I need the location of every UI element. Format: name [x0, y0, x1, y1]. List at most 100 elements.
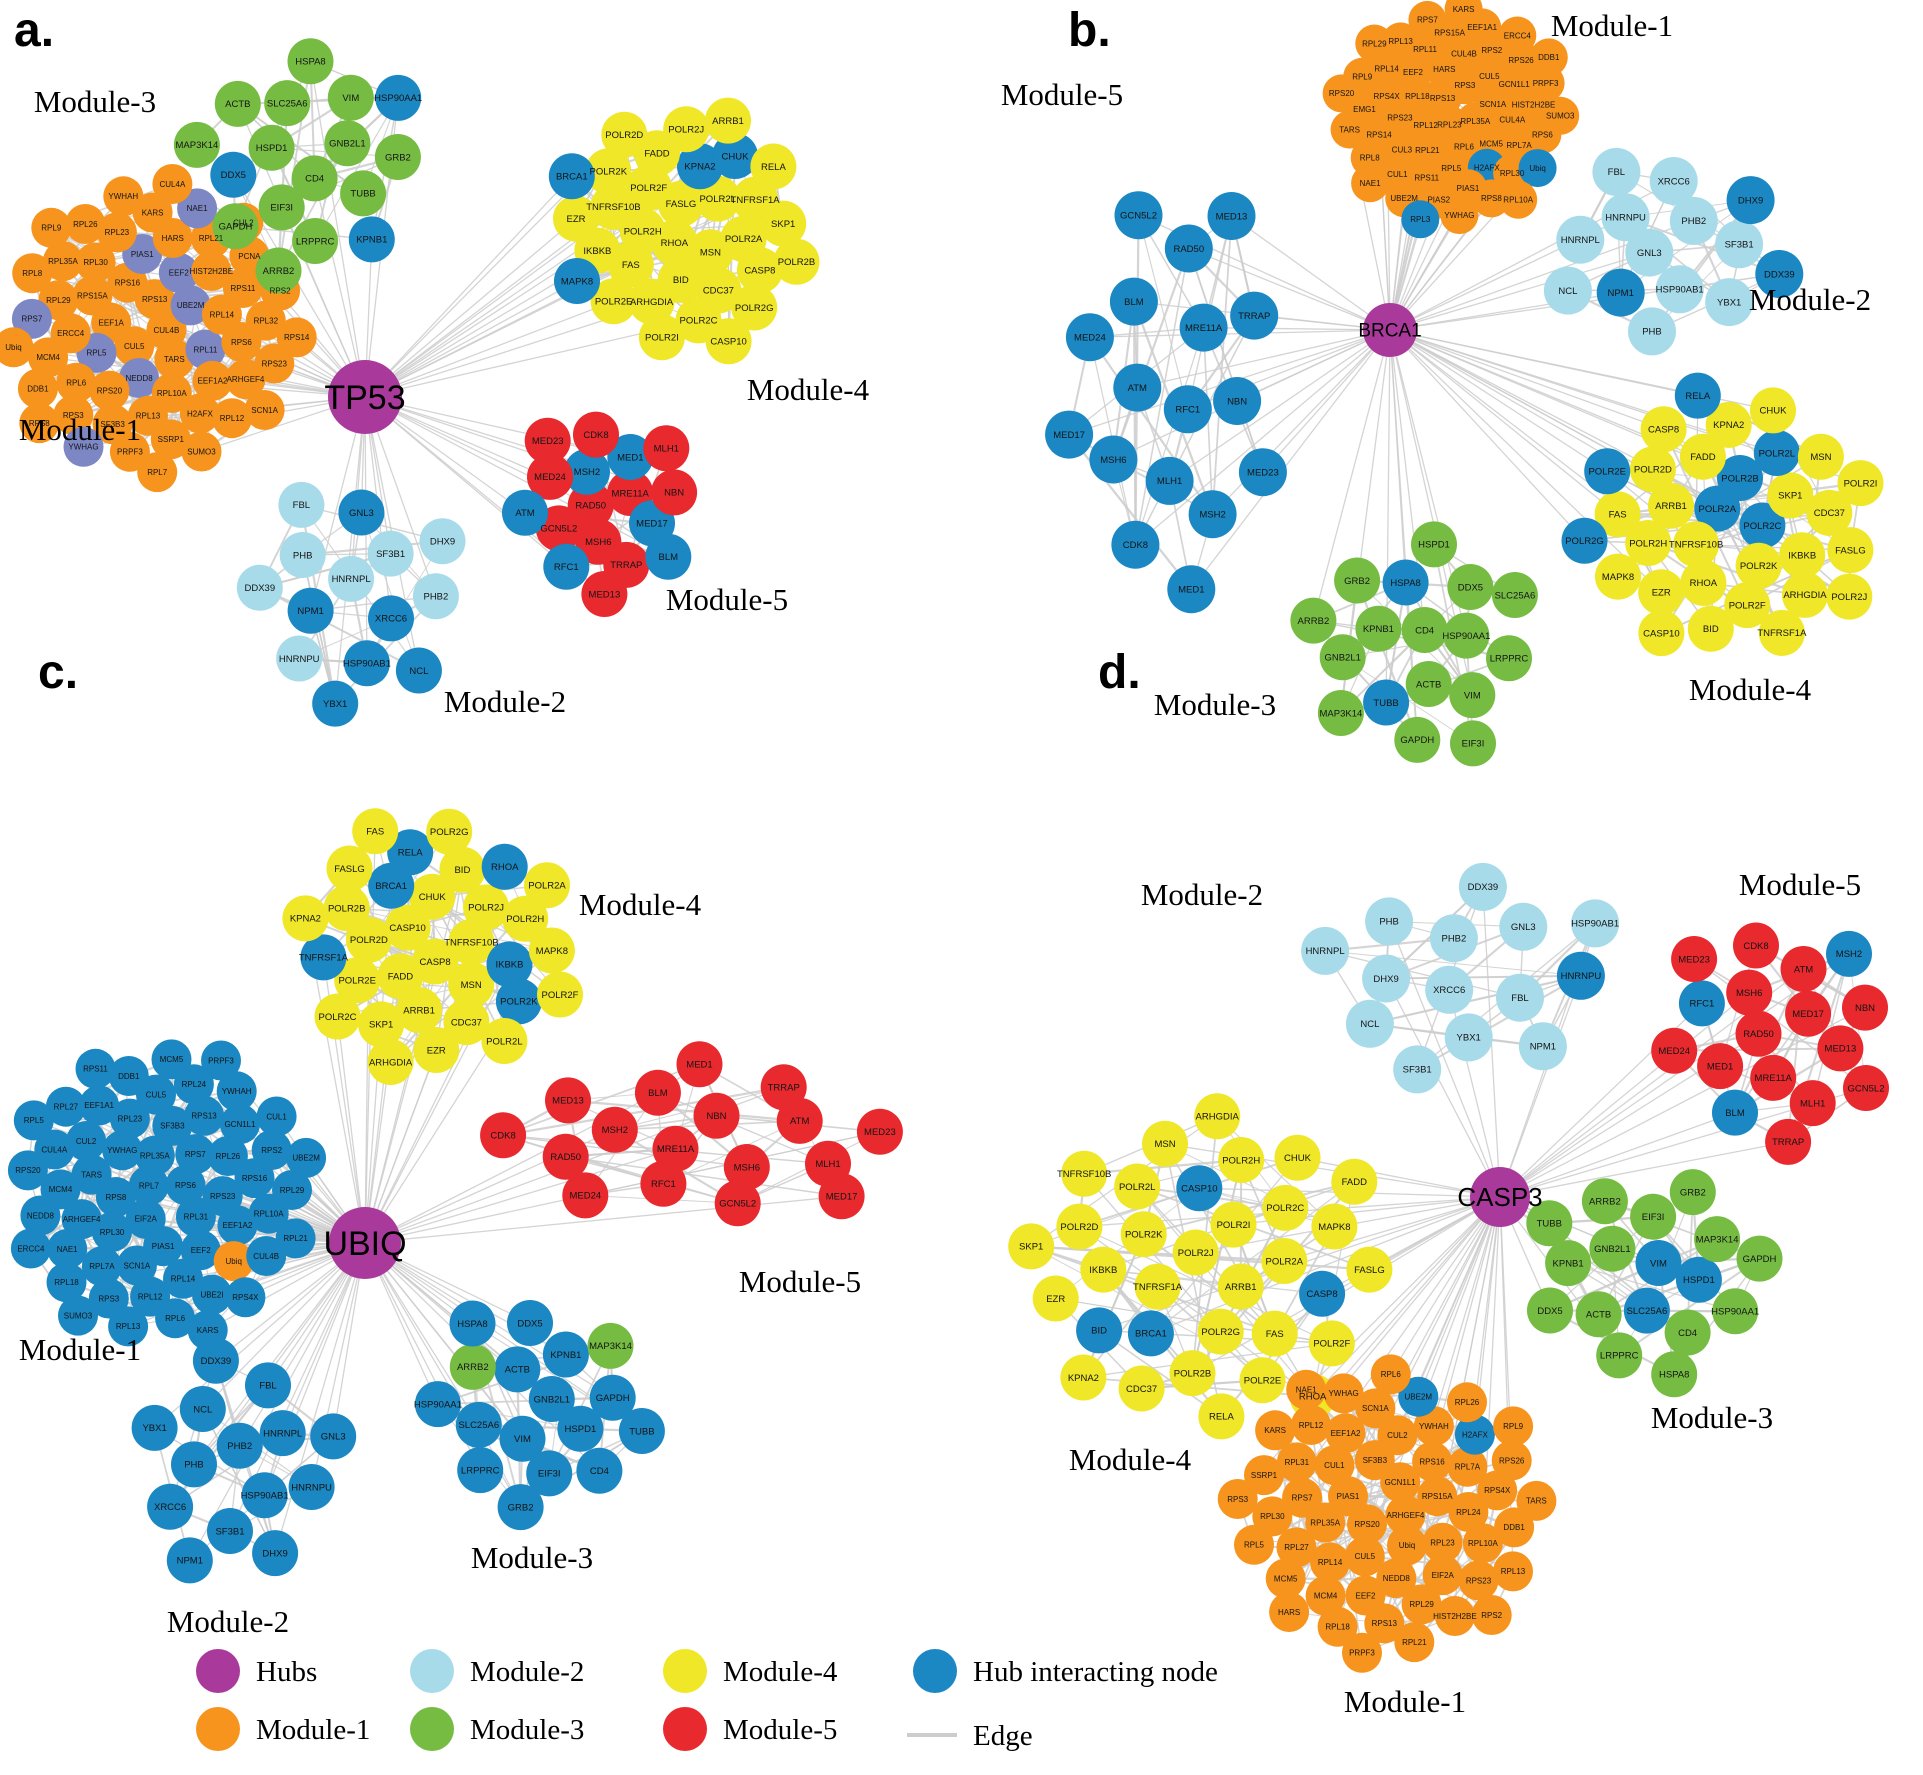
node-RPL10A[interactable] — [1462, 1523, 1503, 1564]
node-RPL12[interactable] — [1291, 1405, 1331, 1445]
node-POLR2B[interactable] — [773, 238, 820, 285]
node-EZR[interactable] — [1638, 569, 1685, 616]
node-ARRB2[interactable] — [449, 1343, 496, 1390]
node-GNB2L1[interactable] — [1319, 634, 1366, 681]
node-GAPDH[interactable] — [212, 203, 259, 250]
node-YWHAH[interactable] — [103, 176, 144, 217]
node-NAE1[interactable] — [177, 188, 218, 229]
node-HSPD1[interactable] — [1411, 521, 1457, 568]
node-TARS[interactable] — [154, 339, 195, 380]
node-TARS[interactable] — [71, 1154, 112, 1195]
node-DDX39[interactable] — [236, 564, 283, 611]
node-RPL7A[interactable] — [81, 1246, 122, 1287]
hub-TP53[interactable] — [328, 360, 402, 434]
node-RPS2[interactable] — [1471, 1595, 1512, 1635]
node-RPS14[interactable] — [276, 317, 317, 358]
node-RPL29[interactable] — [272, 1170, 312, 1210]
node-ATM[interactable] — [1113, 363, 1162, 412]
node-RFC1[interactable] — [1678, 980, 1725, 1027]
node-YWHAH[interactable] — [1413, 1406, 1454, 1447]
node-POLR2L[interactable] — [1114, 1163, 1161, 1210]
node-RPL30[interactable] — [1252, 1496, 1293, 1537]
node-MED13[interactable] — [581, 571, 628, 617]
node-PHB2[interactable] — [1429, 914, 1478, 963]
node-RPS26[interactable] — [1491, 1440, 1532, 1481]
node-LRPPRC[interactable] — [1486, 635, 1532, 682]
node-CDC37[interactable] — [1806, 489, 1853, 536]
node-RPS15A[interactable] — [72, 275, 113, 316]
node-NCL[interactable] — [1543, 266, 1592, 315]
node-HNRNPL[interactable] — [1556, 215, 1605, 264]
node-GNL3[interactable] — [1625, 228, 1674, 277]
node-RPL27[interactable] — [1276, 1527, 1317, 1568]
node-CUL4A[interactable] — [152, 164, 193, 204]
node-CD4[interactable] — [576, 1447, 623, 1494]
node-SSRP1[interactable] — [150, 419, 191, 460]
node-CUL1[interactable] — [256, 1096, 297, 1137]
node-RELA[interactable] — [1198, 1393, 1245, 1440]
node-MED13[interactable] — [545, 1077, 591, 1124]
node-CASP8[interactable] — [412, 938, 459, 985]
node-MAPK8[interactable] — [1311, 1203, 1358, 1250]
node-MSN[interactable] — [1797, 433, 1844, 480]
node-SUMO3[interactable] — [181, 431, 222, 472]
node-RPL11[interactable] — [185, 329, 226, 370]
node-RPL18[interactable] — [1317, 1606, 1358, 1647]
node-CUL4B[interactable] — [246, 1236, 287, 1276]
node-HSPD1[interactable] — [1675, 1256, 1722, 1303]
node-SKP1[interactable] — [358, 1001, 405, 1048]
node-ARHGDIA[interactable] — [628, 278, 675, 325]
hub-UBIQ[interactable] — [329, 1207, 401, 1279]
node-RPL7A[interactable] — [1447, 1446, 1488, 1487]
node-NBN[interactable] — [1842, 984, 1888, 1031]
node-POLR2F[interactable] — [1308, 1320, 1355, 1367]
node-HNRNPU[interactable] — [1601, 193, 1650, 242]
node-HSPA8[interactable] — [449, 1300, 496, 1347]
node-POLR2J[interactable] — [1826, 573, 1873, 620]
node-FADD[interactable] — [1679, 433, 1726, 480]
node-EZR[interactable] — [553, 195, 599, 242]
node-SCN1A[interactable] — [116, 1245, 157, 1286]
node-XRCC6[interactable] — [1425, 965, 1474, 1014]
node-GAPDH[interactable] — [1394, 716, 1441, 763]
node-PHB2[interactable] — [412, 573, 459, 620]
node-POLR2F[interactable] — [1724, 582, 1771, 629]
node-HNRNPL[interactable] — [328, 555, 375, 602]
node-SF3B1[interactable] — [367, 530, 414, 577]
node-SF3B3[interactable] — [152, 1105, 193, 1146]
node-RPL23[interactable] — [1422, 1522, 1463, 1563]
node-KPNB1[interactable] — [542, 1331, 589, 1378]
node-CDK8[interactable] — [1733, 922, 1779, 969]
node-ARHGDIA[interactable] — [1194, 1093, 1241, 1140]
node-NPM1[interactable] — [287, 587, 334, 634]
node-RPL35A[interactable] — [134, 1135, 175, 1176]
node-IKBKB[interactable] — [1080, 1246, 1127, 1293]
node-XRCC6[interactable] — [1649, 157, 1698, 205]
node-MSH2[interactable] — [1826, 930, 1872, 977]
node-TNFRSF10B[interactable] — [1673, 521, 1720, 568]
node-EEF1A1[interactable] — [79, 1085, 120, 1126]
node-CASP8[interactable] — [1299, 1270, 1346, 1317]
node-POLR2I[interactable] — [1837, 460, 1884, 507]
node-CASP8[interactable] — [736, 247, 783, 294]
node-ARRB2[interactable] — [1581, 1178, 1628, 1225]
node-DDX5[interactable] — [507, 1300, 553, 1346]
node-POLR2K[interactable] — [1120, 1211, 1167, 1258]
node-RPL5[interactable] — [13, 1100, 54, 1141]
node-DDX39[interactable] — [1458, 862, 1507, 911]
node-MAP3K14[interactable] — [587, 1322, 634, 1369]
node-PRPF3[interactable] — [201, 1040, 241, 1081]
node-BRCA1[interactable] — [1127, 1310, 1174, 1357]
node-CHUK[interactable] — [1274, 1134, 1321, 1181]
node-POLR2E[interactable] — [1239, 1357, 1286, 1404]
node-NCL[interactable] — [179, 1386, 226, 1432]
node-ARRB1[interactable] — [1648, 482, 1694, 529]
node-MCM4[interactable] — [1305, 1575, 1346, 1616]
node-RFC1[interactable] — [1163, 385, 1212, 434]
node-RPS7[interactable] — [1282, 1477, 1323, 1518]
node-DHX9[interactable] — [419, 518, 466, 565]
node-POLR2G[interactable] — [1561, 517, 1608, 564]
node-TRRAP[interactable] — [760, 1064, 807, 1111]
node-CASP8[interactable] — [1640, 406, 1687, 453]
node-CD4[interactable] — [1401, 607, 1448, 653]
